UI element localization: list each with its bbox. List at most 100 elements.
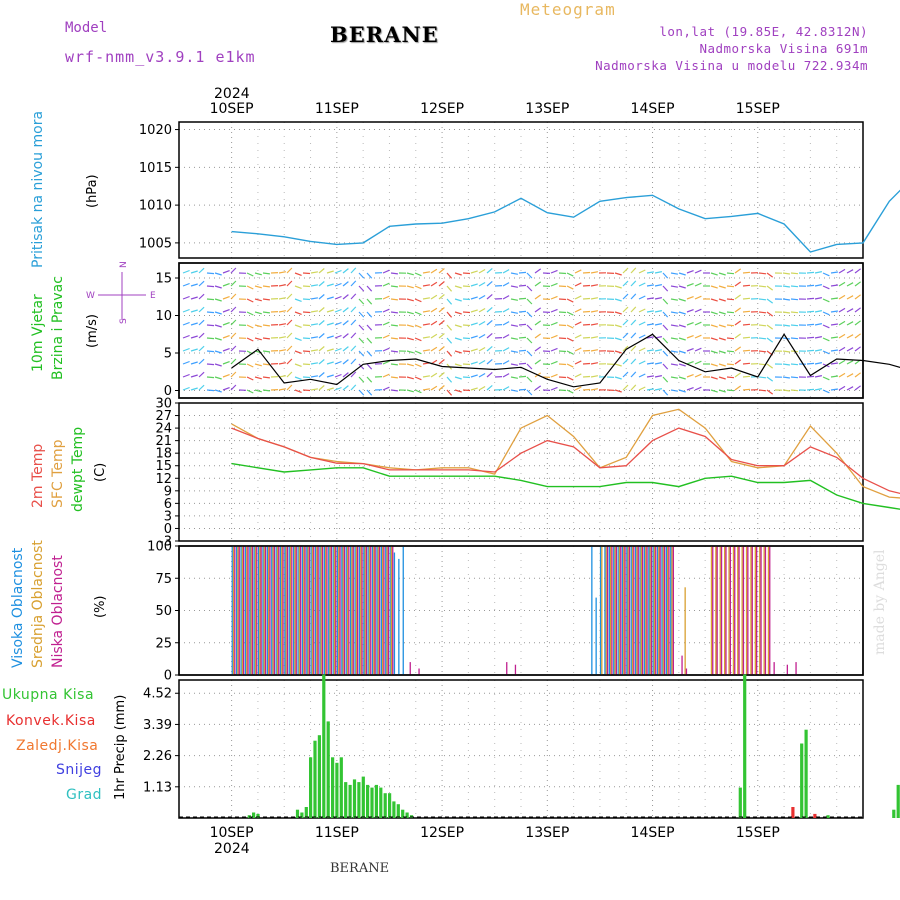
wind-arrow [742,284,751,287]
wind-arrow [502,295,510,300]
wind-arrow [198,345,205,352]
cloud-bar-0 [661,546,663,675]
wind-arrow [254,324,262,328]
wind-arrow [342,346,349,352]
cloud-bar-0 [306,546,308,675]
wind-arrow [502,321,510,326]
cloud-bar-1 [316,546,318,675]
wind-arrow [438,359,445,365]
cloud-bar-1 [614,546,616,675]
wind-arrow [214,285,222,289]
wind-arrow [470,283,478,287]
wind-arrow [590,362,599,365]
precip-bar-0 [401,809,405,818]
wind-arrow [718,350,726,354]
cloud-ytick-label: 25 [155,636,172,651]
wind-arrow [342,281,349,287]
cloud-bar-0 [389,546,391,675]
wind-arrow [782,311,790,314]
wind-arrow [246,363,254,368]
wind-arrow [454,324,462,328]
wind-arrow [534,294,542,300]
cloud-bar-1 [232,546,235,675]
compass-south: S [119,318,129,324]
cloud-bar-2 [672,546,674,675]
precip-bar-0 [896,784,900,818]
cloud-bar-2 [282,546,284,675]
wind-arrow [582,323,591,326]
wind-arrow [806,375,815,378]
temperature-ytick-label: 30 [155,397,172,412]
cloud-bar-0 [591,546,593,675]
wind-arrow [294,363,302,367]
wind-arrow [214,324,222,328]
wind-arrow [566,311,574,316]
precip-ytick-label: 2.26 [143,749,172,764]
wind-arrow [662,285,669,292]
wind-arrow [198,319,205,326]
cloud-bar-0 [358,546,361,675]
pressure-series-pritisak-na-nivou-mora [231,189,900,253]
day-label-top-0: 10SEP [210,101,254,117]
cloud-bar-0 [371,546,374,675]
wind-arrow [406,337,414,341]
wind-arrow [822,376,830,381]
wind-arrow [782,324,790,327]
wind-arrow [478,333,486,339]
wind-arrow [846,347,854,352]
wind-arrow [686,283,694,287]
wind-arrow [358,337,365,344]
compass-west: W [86,291,95,301]
cloud-bar-2 [747,546,749,675]
wind-arrow [518,310,527,313]
wind-arrow [638,295,646,300]
wind-arrow [286,358,293,365]
wind-arrow [550,295,558,300]
precip-bar-0 [317,735,321,818]
wind-arrow [422,336,431,339]
wind-arrow [302,376,311,379]
wind-arrow [478,385,486,391]
wind-arrow [526,389,533,396]
cloud-bar-0 [393,552,396,675]
temp-legend-2m: 2m Temp [30,444,46,508]
wind-arrow [310,388,319,391]
wind-arrow [806,310,815,313]
wind-arrow [622,358,629,365]
wind-arrow [222,322,230,326]
wind-arrow [518,375,527,378]
wind-arrow [742,310,751,313]
cloud-bar-0 [236,546,238,675]
wind-arrow [574,347,582,352]
wind-arrow [214,311,222,315]
wind-arrow [446,350,453,357]
wind-arrow [510,350,519,353]
compass-east: E [150,291,156,301]
wind-arrow [558,350,567,353]
wind-arrow [246,337,254,342]
wind-arrow [278,349,287,352]
wind-arrow [190,309,198,313]
wind-arrow [206,298,215,301]
wind-arrow [198,306,205,313]
wind-arrow [814,336,823,339]
cloud-bar-2 [720,546,723,675]
cloud-unit-label: (%) [93,596,108,619]
wind-arrow [718,389,726,393]
cloud-bar-1 [355,546,357,675]
cloud-bar-2 [738,546,740,675]
precip-bar-0 [804,729,808,818]
wind-arrow [686,387,694,391]
wind-arrow [470,270,478,274]
wind-arrow [214,298,222,302]
wind-arrow [838,307,846,313]
cloud-bar-2 [251,546,254,675]
cloud-bar-0 [253,546,255,675]
wind-arrow [350,371,357,378]
cloud-bar-1 [754,546,756,675]
temperature-ytick-label: 15 [155,459,172,474]
wind-arrow [646,375,654,378]
wind-arrow [198,358,205,365]
wind-arrow [518,323,527,326]
wind-arrow [814,349,823,352]
